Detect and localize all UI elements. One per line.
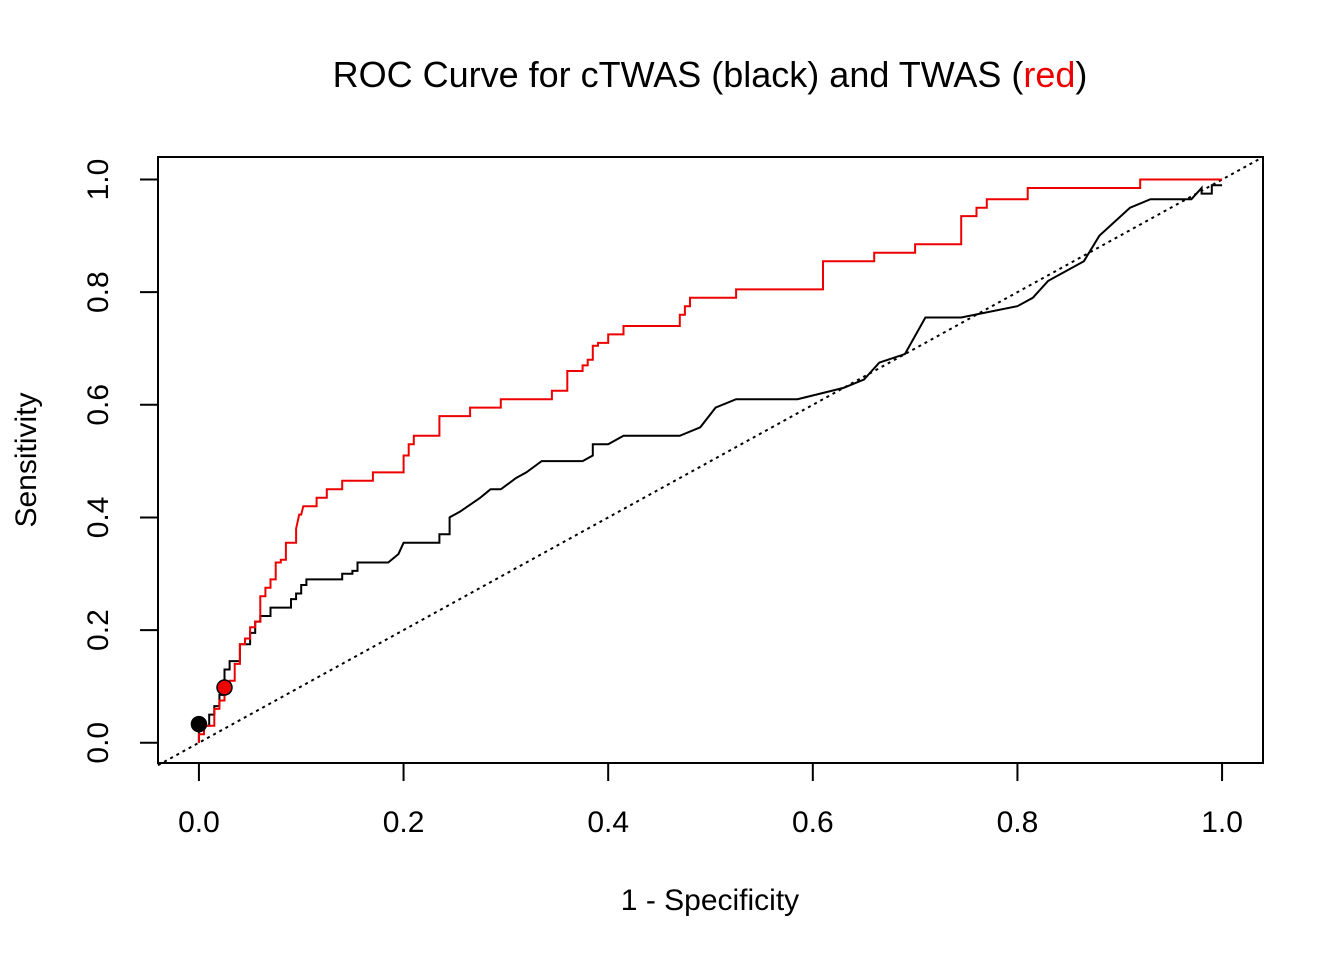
plot-area (157, 156, 1264, 767)
y-tick-label: 0.4 (82, 497, 115, 539)
x-tick-label: 0.2 (383, 806, 425, 839)
x-tick-label: 0.4 (587, 806, 629, 839)
y-axis: 0.0 0.2 0.4 0.6 0.8 1.0 (82, 159, 158, 764)
x-tick-label: 1.0 (1201, 806, 1243, 839)
y-tick-label: 1.0 (82, 159, 115, 201)
twas-threshold-point (216, 679, 233, 696)
chart-title-prefix: ROC Curve for cTWAS (black) and TWAS ( (333, 54, 1024, 95)
y-tick-label: 0.8 (82, 271, 115, 313)
x-tick-label: 0.0 (178, 806, 220, 839)
y-tick-label: 0.0 (82, 722, 115, 764)
y-tick-label: 0.6 (82, 384, 115, 426)
x-axis-label: 1 - Specificity (621, 884, 799, 917)
ctwas-threshold-point (190, 715, 208, 733)
twas-roc-curve (197, 178, 1223, 743)
chart-title-highlight: red (1023, 54, 1075, 95)
reference-diagonal (157, 156, 1264, 767)
plot-frame (157, 156, 1264, 764)
x-tick-label: 0.6 (792, 806, 834, 839)
y-tick-label: 0.2 (82, 609, 115, 651)
chart-title-suffix: ) (1075, 54, 1087, 95)
ctwas-roc-curve (197, 184, 1223, 743)
y-axis-label: Sensitivity (10, 392, 43, 527)
x-axis: 0.0 0.2 0.4 0.6 0.8 1.0 (178, 763, 1243, 839)
x-tick-label: 0.8 (997, 806, 1039, 839)
chart-title: ROC Curve for cTWAS (black) and TWAS (re… (333, 54, 1088, 95)
